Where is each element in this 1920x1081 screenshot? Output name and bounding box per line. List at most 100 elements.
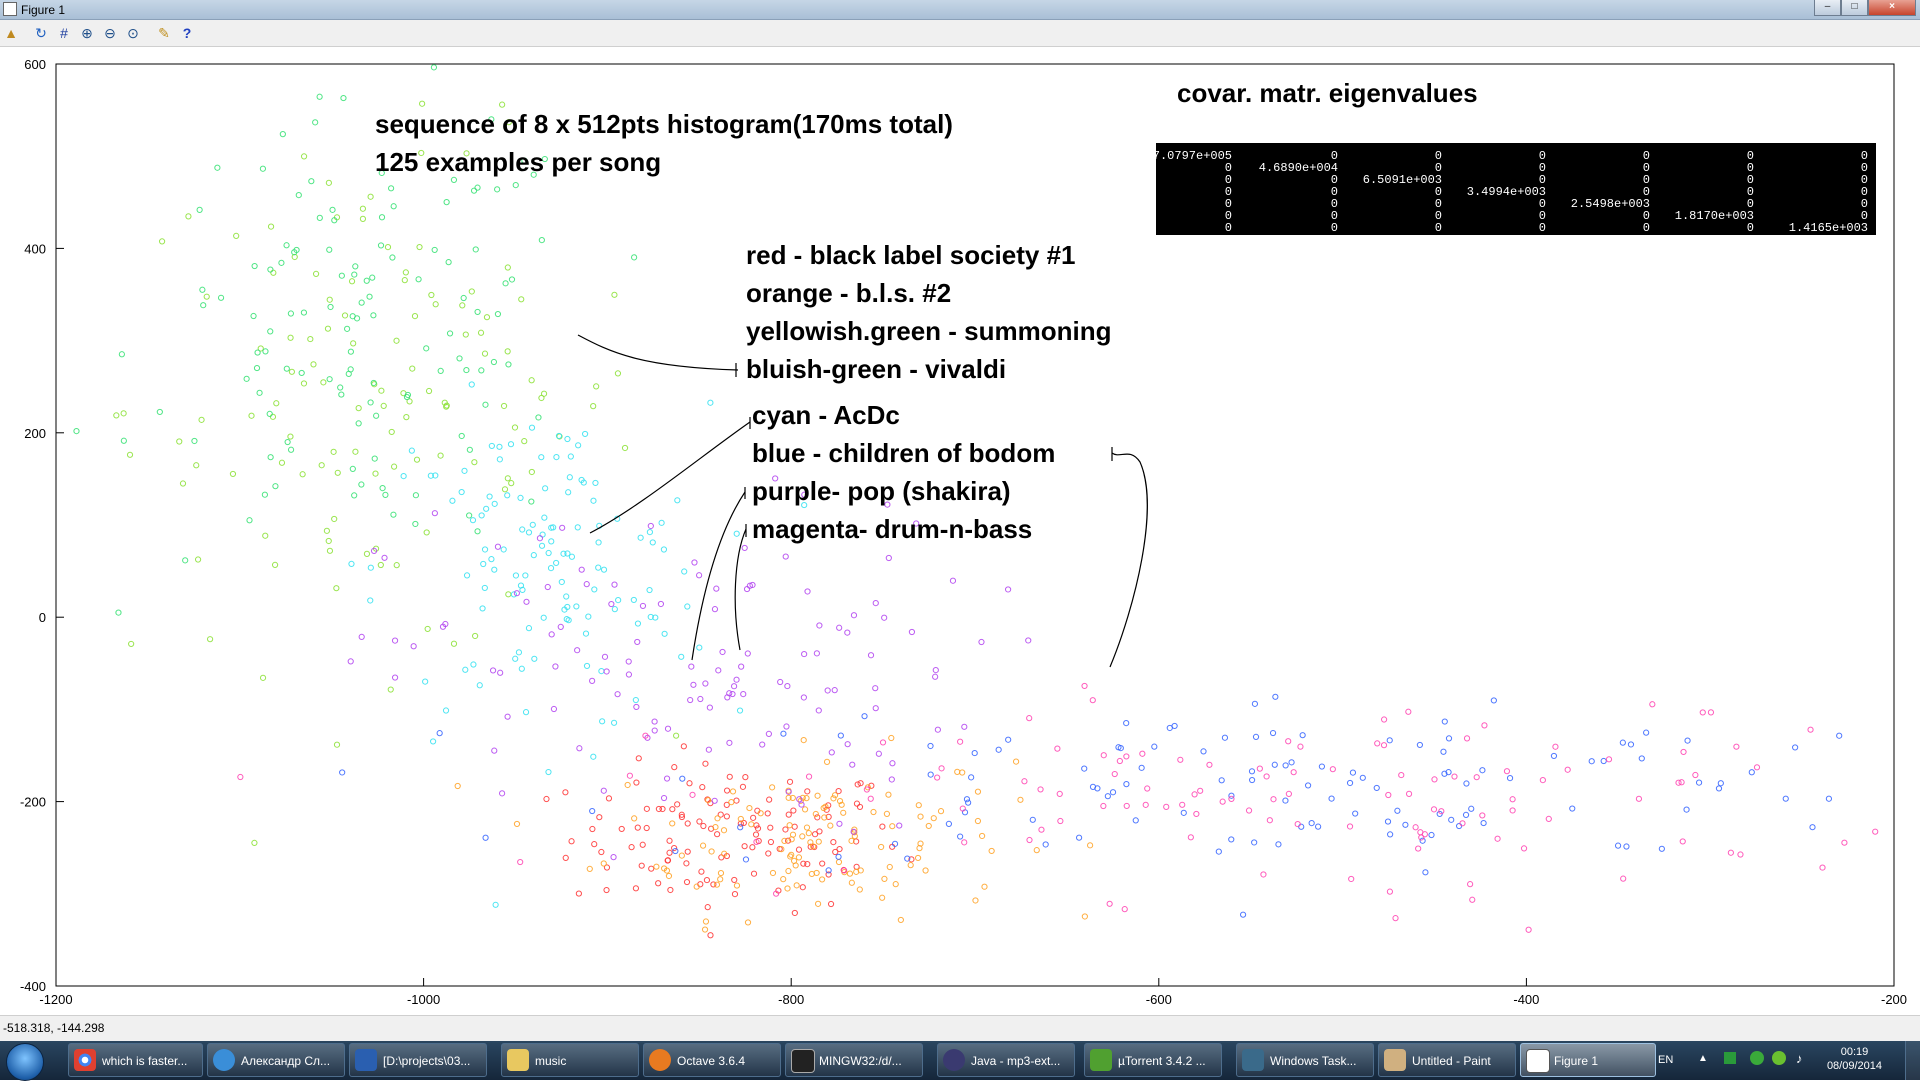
data-point	[566, 474, 573, 481]
windows-taskbar: which is faster... Александр Сл... [D:\p…	[0, 1041, 1920, 1081]
data-point	[442, 707, 450, 714]
refresh-icon[interactable]: ↻	[35, 25, 47, 41]
data-point	[739, 783, 747, 790]
data-point	[300, 153, 308, 160]
data-point	[409, 365, 416, 372]
data-point	[1635, 795, 1643, 802]
data-point	[603, 668, 610, 675]
task-eclipse[interactable]: Java - mp3-ext...	[937, 1043, 1075, 1077]
grid-icon[interactable]: #	[60, 25, 68, 41]
data-point	[795, 846, 803, 853]
data-point	[508, 480, 515, 487]
data-point	[814, 792, 821, 799]
data-point	[759, 741, 766, 748]
data-point	[1271, 761, 1278, 768]
data-point	[253, 364, 261, 372]
data-point	[1166, 724, 1173, 732]
data-point	[795, 854, 803, 861]
matrix-cell: 0	[1861, 209, 1868, 223]
scatter-plot[interactable]: -1200 -1000 -800 -600 -400 -200 -400 -200 0 200 40…	[0, 47, 1920, 1015]
data-point	[1251, 839, 1258, 846]
task-figure-1[interactable]: Figure 1	[1520, 1043, 1656, 1077]
data-point	[698, 868, 705, 875]
data-point	[1200, 748, 1207, 755]
data-point	[431, 510, 438, 517]
data-point	[764, 810, 771, 817]
data-point	[1836, 732, 1843, 739]
data-point	[1282, 762, 1289, 769]
data-point	[469, 517, 477, 524]
data-point	[608, 600, 615, 608]
data-point	[443, 199, 450, 206]
data-point	[1545, 815, 1552, 823]
close-button[interactable]: ×	[1868, 0, 1916, 16]
data-point	[1304, 782, 1312, 789]
data-point	[651, 718, 658, 725]
task-editor[interactable]: [D:\projects\03...	[349, 1043, 487, 1077]
data-point	[531, 655, 538, 662]
data-point	[481, 350, 489, 357]
zoom-reset-icon[interactable]: ⊙	[127, 25, 139, 41]
start-button[interactable]	[6, 1043, 44, 1081]
task-music-folder[interactable]: music	[501, 1043, 639, 1077]
open-icon[interactable]: ▲	[4, 25, 18, 41]
data-point	[1104, 793, 1111, 800]
data-point	[674, 497, 681, 504]
maximize-button[interactable]: □	[1841, 0, 1868, 16]
data-point	[1228, 792, 1235, 799]
data-point	[1699, 709, 1706, 716]
data-point	[765, 850, 772, 857]
minimize-button[interactable]: –	[1814, 0, 1841, 16]
data-point	[517, 858, 524, 866]
clock[interactable]: 00:19 08/09/2014	[1826, 1046, 1882, 1072]
zoom-out-icon[interactable]: ⊖	[104, 25, 116, 41]
data-point	[665, 872, 673, 880]
data-point	[1440, 748, 1447, 755]
data-point	[341, 312, 349, 319]
data-point	[819, 860, 826, 867]
task-task-manager[interactable]: Windows Task...	[1236, 1043, 1374, 1077]
task-paint[interactable]: Untitled - Paint	[1378, 1043, 1516, 1077]
data-point	[801, 806, 809, 813]
zoom-in-icon[interactable]: ⊕	[81, 25, 93, 41]
matrix-cell: 0	[1331, 197, 1338, 211]
task-mingw[interactable]: MINGW32:/d/...	[785, 1043, 923, 1077]
data-point	[660, 794, 668, 802]
data-point	[778, 846, 785, 853]
data-point	[1649, 701, 1656, 708]
cursor-coordinates: -518.318, -144.298	[3, 1021, 105, 1035]
data-point	[1026, 715, 1033, 722]
data-point	[489, 667, 497, 674]
data-point	[600, 787, 607, 794]
data-point	[423, 345, 430, 352]
tray-expand-icon[interactable]: ▲	[1698, 1053, 1708, 1064]
task-octave[interactable]: Octave 3.6.4	[643, 1043, 781, 1077]
data-point	[740, 690, 747, 698]
data-point	[564, 603, 571, 611]
data-point	[545, 768, 552, 776]
data-point	[312, 270, 320, 278]
language-indicator[interactable]: EN	[1658, 1054, 1674, 1066]
data-point	[856, 886, 863, 893]
data-point	[363, 277, 370, 284]
task-messenger[interactable]: Александр Сл...	[207, 1043, 345, 1077]
help-icon[interactable]: ?	[182, 25, 192, 41]
tray-utorrent-icon[interactable]	[1750, 1051, 1764, 1065]
task-utorrent[interactable]: µTorrent 3.4.2 ...	[1084, 1043, 1222, 1077]
tray-volume-icon[interactable]: ♪	[1796, 1051, 1803, 1066]
window-titlebar[interactable]: Figure 1 – □ ×	[0, 0, 1920, 20]
data-point	[1841, 839, 1848, 846]
task-chrome[interactable]: which is faster...	[68, 1043, 203, 1077]
tools-icon[interactable]: ✎	[158, 25, 170, 41]
show-desktop-button[interactable]	[1905, 1041, 1920, 1080]
data-point	[703, 876, 711, 884]
data-point	[390, 511, 397, 518]
tray-app-icon[interactable]	[1772, 1051, 1786, 1065]
plot-area[interactable]: -1200 -1000 -800 -600 -400 -200 -400 -200 0 200 40…	[0, 47, 1920, 1015]
data-point	[810, 843, 817, 850]
data-point	[1398, 771, 1405, 779]
tray-battery-icon[interactable]	[1724, 1052, 1736, 1064]
data-point	[1004, 586, 1012, 593]
data-point	[512, 655, 519, 662]
data-point	[590, 497, 597, 504]
